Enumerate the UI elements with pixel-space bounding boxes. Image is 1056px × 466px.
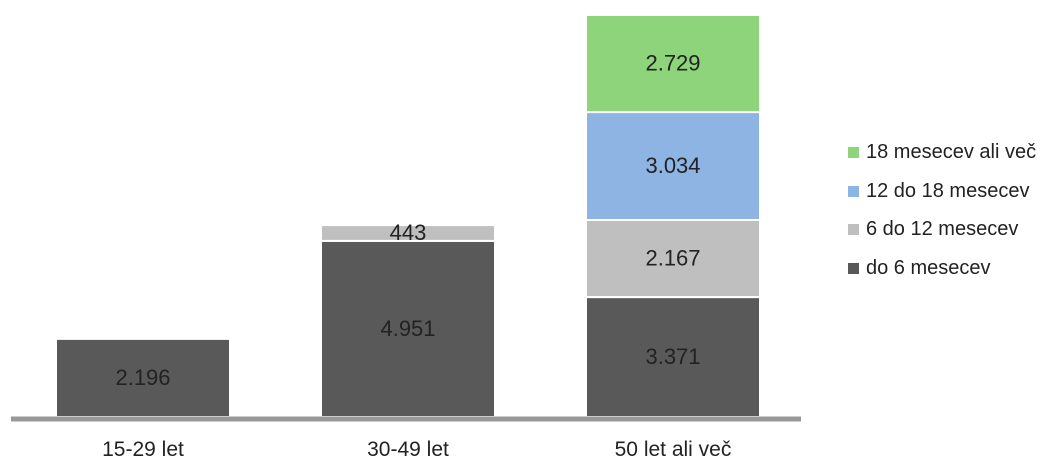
bar-segment xyxy=(585,296,761,419)
bar-segment xyxy=(585,219,761,299)
data-label: 443 xyxy=(390,220,427,245)
legend-item: 6 do 12 mesecev xyxy=(848,217,1018,241)
x-tick-label: 50 let ali več xyxy=(615,438,732,461)
legend-swatch xyxy=(848,146,859,158)
legend-item: do 6 mesecev xyxy=(848,256,991,280)
x-tick-label: 30-49 let xyxy=(367,438,449,461)
bar-segment xyxy=(320,224,496,242)
legend-label: do 6 mesecev xyxy=(866,256,991,279)
data-label: 3.371 xyxy=(645,344,700,369)
bar-segment xyxy=(320,239,496,418)
bar-segment xyxy=(585,14,761,114)
bar-segment xyxy=(55,337,231,418)
category-labels-group: 15-29 let 30-49 let 50 let ali več xyxy=(102,438,731,461)
bars-group xyxy=(55,14,761,419)
data-label: 2.196 xyxy=(115,365,170,390)
legend-swatch xyxy=(848,185,859,197)
legend-label: 18 mesecev ali več xyxy=(866,140,1037,163)
data-label: 2.167 xyxy=(645,245,700,270)
data-label: 3.034 xyxy=(645,153,700,178)
legend-item: 18 mesecev ali več xyxy=(848,140,1036,164)
data-label: 2.729 xyxy=(645,50,700,75)
legend-swatch xyxy=(848,262,859,274)
segment-labels-group: 2.196 4.951 443 3.371 2.167 3.034 2.729 xyxy=(115,50,700,389)
legend-label: 6 do 12 mesecev xyxy=(866,217,1019,240)
x-tick-label: 15-29 let xyxy=(102,438,184,461)
legend-label: 12 do 18 mesecev xyxy=(866,179,1030,202)
bar-segment xyxy=(585,111,761,222)
legend-item: 12 do 18 mesecev xyxy=(848,179,1029,203)
data-label: 4.951 xyxy=(380,316,435,341)
legend-swatch xyxy=(848,223,859,235)
